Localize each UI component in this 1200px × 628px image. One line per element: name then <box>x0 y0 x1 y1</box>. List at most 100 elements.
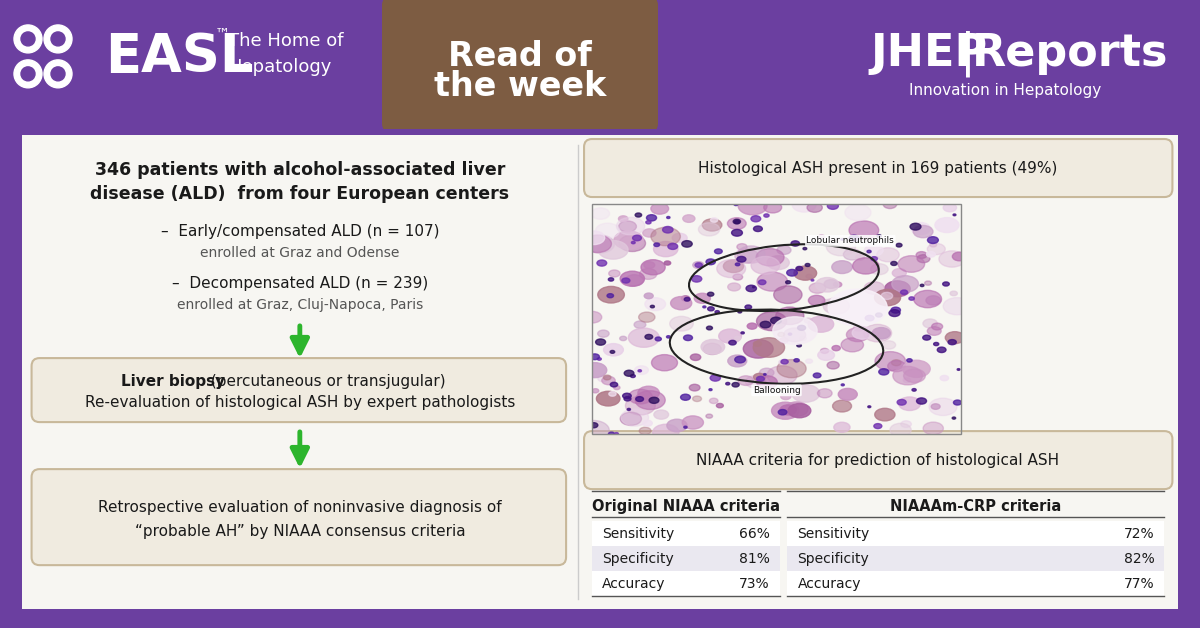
Circle shape <box>44 60 72 88</box>
Circle shape <box>695 263 702 268</box>
Circle shape <box>875 290 900 306</box>
Circle shape <box>727 355 746 367</box>
Circle shape <box>954 400 961 405</box>
Circle shape <box>832 345 840 351</box>
Circle shape <box>737 256 746 262</box>
Circle shape <box>706 414 713 418</box>
Circle shape <box>598 330 610 337</box>
Circle shape <box>868 406 871 408</box>
Circle shape <box>754 338 785 357</box>
Circle shape <box>839 388 857 400</box>
Circle shape <box>928 237 938 244</box>
Circle shape <box>779 360 786 364</box>
Circle shape <box>856 254 865 260</box>
Circle shape <box>734 220 739 224</box>
Circle shape <box>908 297 914 300</box>
Text: (percutaneous or transjugular): (percutaneous or transjugular) <box>206 374 445 389</box>
Circle shape <box>760 322 770 328</box>
Circle shape <box>635 366 648 374</box>
Circle shape <box>757 272 787 291</box>
Circle shape <box>950 291 958 296</box>
Circle shape <box>654 243 660 247</box>
Circle shape <box>733 274 743 280</box>
Circle shape <box>841 338 864 352</box>
Circle shape <box>834 422 850 432</box>
Circle shape <box>853 257 878 274</box>
Circle shape <box>850 221 878 239</box>
Circle shape <box>625 396 655 415</box>
Circle shape <box>715 311 720 313</box>
Circle shape <box>748 323 757 329</box>
Circle shape <box>806 274 812 278</box>
Circle shape <box>619 336 626 340</box>
Circle shape <box>598 286 624 303</box>
Circle shape <box>752 286 755 288</box>
Circle shape <box>724 260 744 273</box>
Text: the week: the week <box>434 70 606 104</box>
Circle shape <box>834 282 841 287</box>
Circle shape <box>946 332 965 344</box>
Circle shape <box>926 296 941 305</box>
Circle shape <box>902 360 930 377</box>
Circle shape <box>636 397 643 401</box>
Circle shape <box>850 235 859 241</box>
Circle shape <box>923 319 937 328</box>
FancyBboxPatch shape <box>787 546 1164 571</box>
Circle shape <box>708 292 714 296</box>
Circle shape <box>590 354 600 360</box>
Circle shape <box>608 270 620 277</box>
Circle shape <box>634 321 646 328</box>
Circle shape <box>788 404 811 418</box>
Text: Retrospective evaluation of noninvasive diagnosis of: Retrospective evaluation of noninvasive … <box>98 500 502 514</box>
Circle shape <box>684 335 692 340</box>
Circle shape <box>664 261 671 265</box>
Circle shape <box>923 422 943 435</box>
Circle shape <box>644 293 653 299</box>
Circle shape <box>930 242 937 247</box>
Circle shape <box>691 276 702 282</box>
Text: Innovation in Hepatology: Innovation in Hepatology <box>908 84 1102 99</box>
FancyBboxPatch shape <box>31 469 566 565</box>
Circle shape <box>50 67 65 81</box>
Circle shape <box>794 266 817 280</box>
Text: Sensitivity: Sensitivity <box>798 527 870 541</box>
Circle shape <box>44 25 72 53</box>
Circle shape <box>644 298 666 311</box>
Circle shape <box>852 327 872 339</box>
Text: Re-evaluation of histological ASH by expert pathologists: Re-evaluation of histological ASH by exp… <box>85 394 515 409</box>
Circle shape <box>874 424 882 428</box>
Circle shape <box>818 235 824 239</box>
Text: disease (ALD)  from four European centers: disease (ALD) from four European centers <box>90 185 509 203</box>
Circle shape <box>640 427 652 435</box>
Circle shape <box>804 318 812 323</box>
Circle shape <box>805 359 812 364</box>
Circle shape <box>592 389 599 393</box>
Circle shape <box>610 350 614 354</box>
Circle shape <box>784 328 805 342</box>
Text: Specificity: Specificity <box>602 552 673 566</box>
Circle shape <box>754 226 762 232</box>
Circle shape <box>608 278 613 281</box>
Circle shape <box>754 341 762 346</box>
Circle shape <box>608 392 616 396</box>
Text: |: | <box>960 31 976 77</box>
Circle shape <box>808 203 822 212</box>
Circle shape <box>833 400 852 412</box>
Circle shape <box>689 384 700 391</box>
Text: Hepatology: Hepatology <box>228 58 331 76</box>
Circle shape <box>596 391 620 406</box>
Circle shape <box>595 223 619 238</box>
Circle shape <box>925 281 931 285</box>
Circle shape <box>787 269 797 276</box>
Circle shape <box>809 283 826 293</box>
Circle shape <box>650 305 654 308</box>
FancyBboxPatch shape <box>787 521 1164 546</box>
Circle shape <box>682 241 692 247</box>
Circle shape <box>890 261 898 266</box>
Circle shape <box>702 219 722 231</box>
Circle shape <box>931 323 943 330</box>
Circle shape <box>844 249 862 260</box>
Circle shape <box>797 344 802 347</box>
Circle shape <box>698 223 720 236</box>
Circle shape <box>864 325 892 342</box>
